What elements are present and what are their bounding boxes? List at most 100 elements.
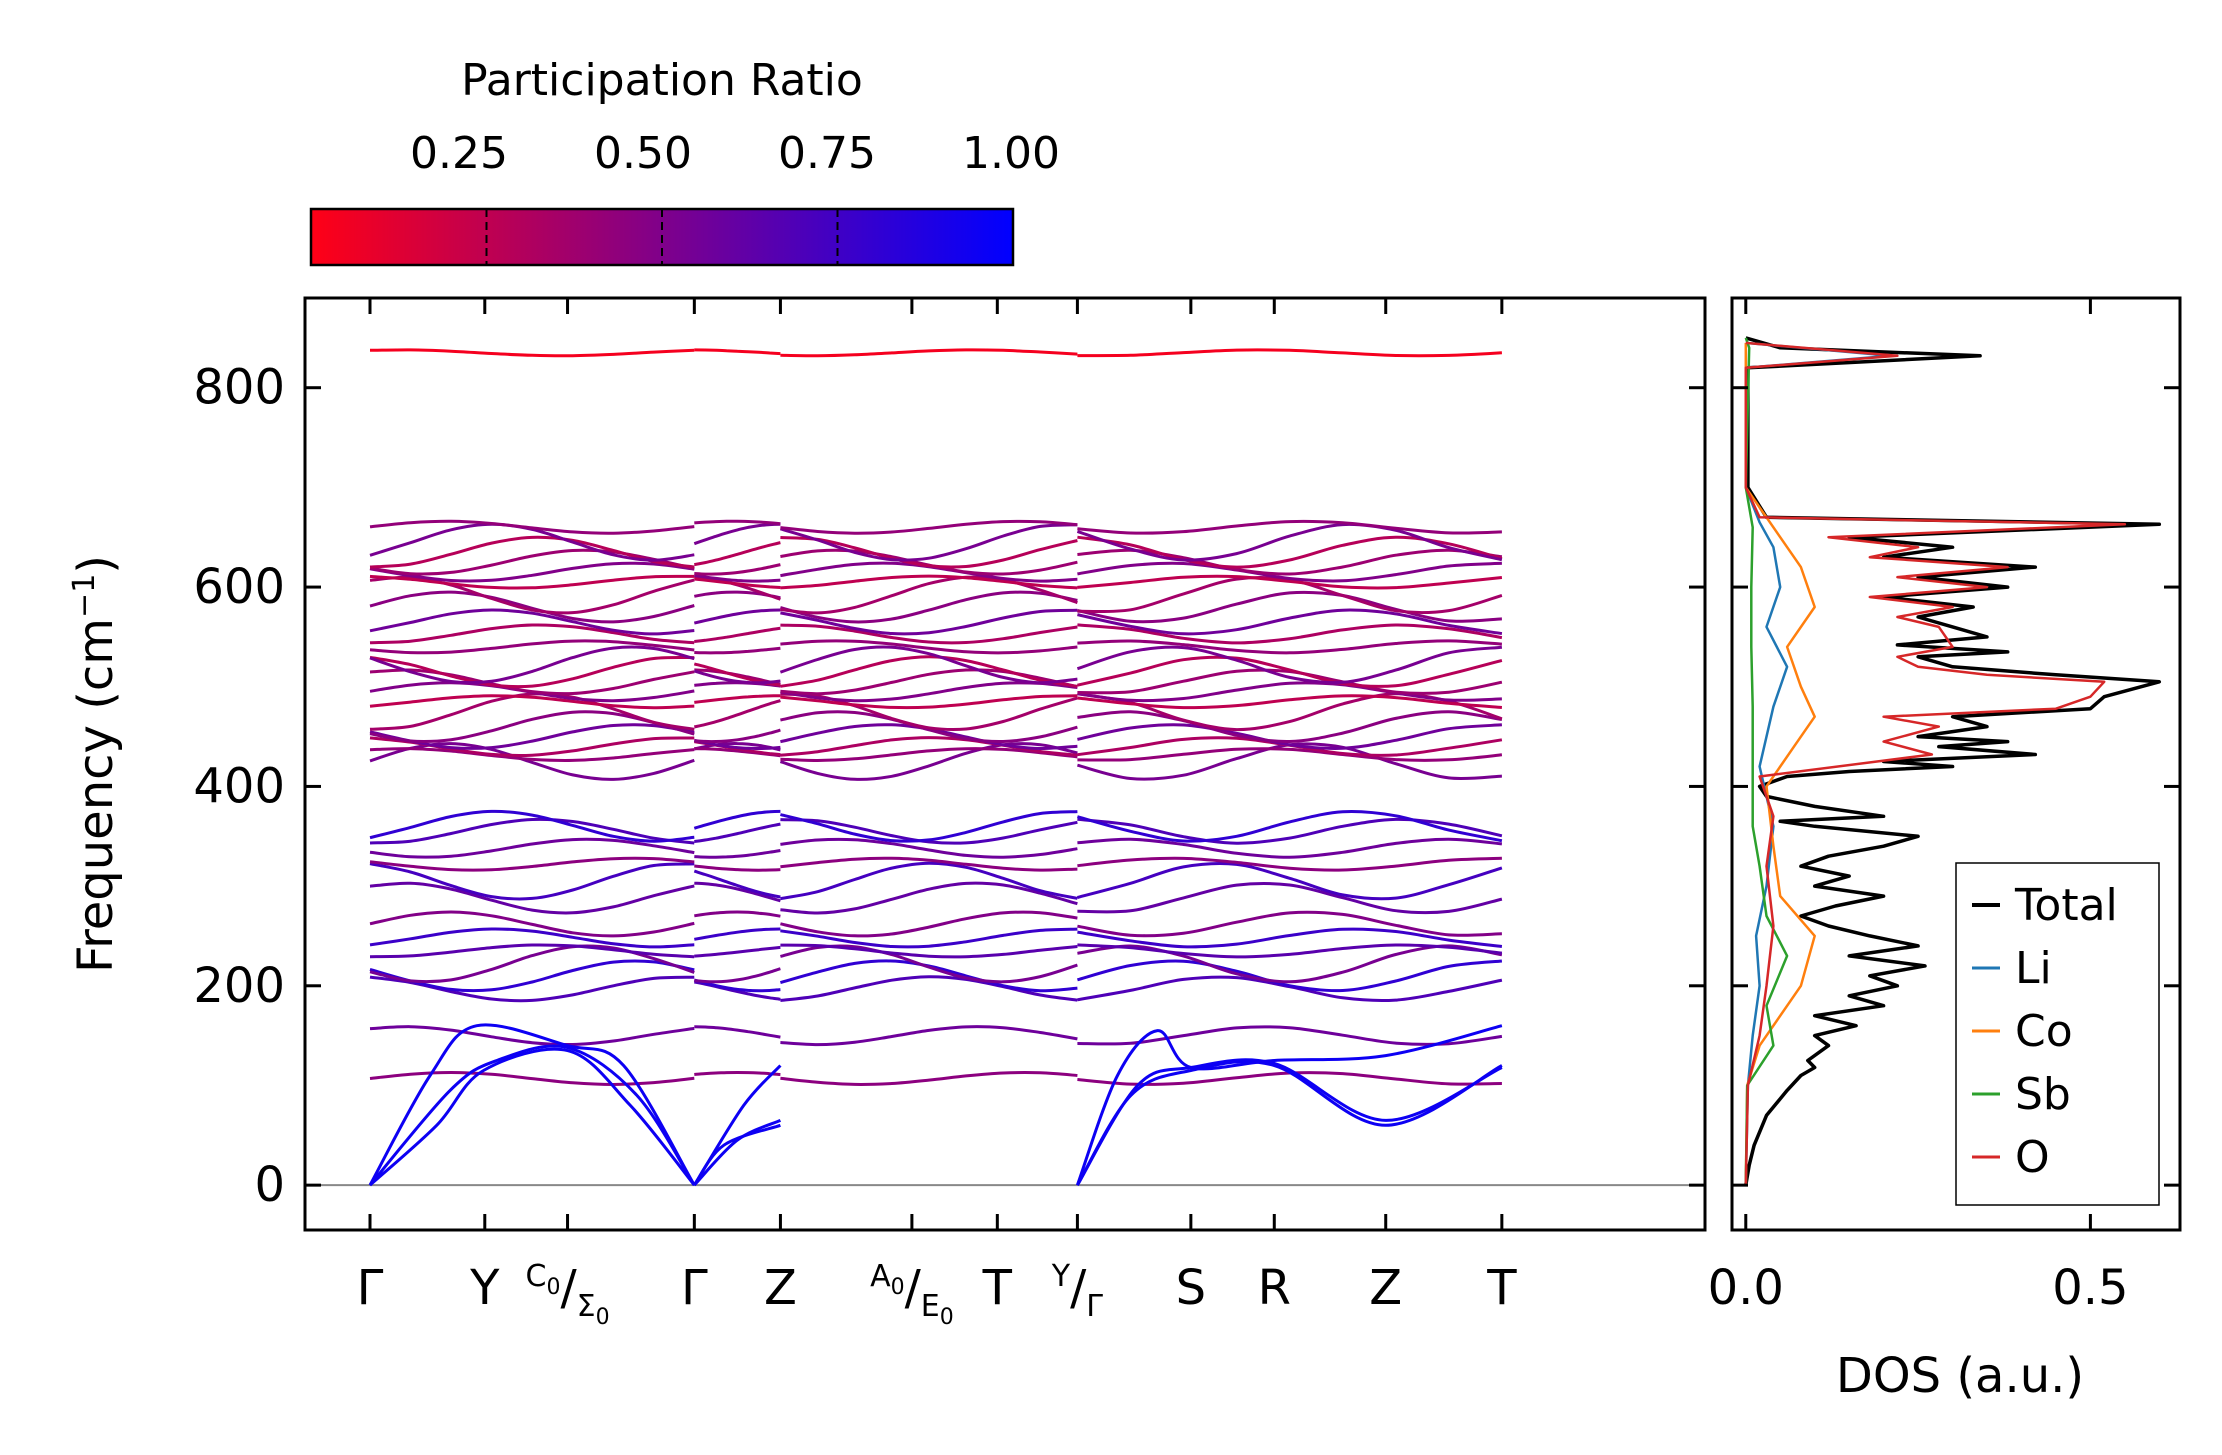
optical-band	[694, 910, 781, 918]
colorbar-tick-label: 0.75	[778, 128, 876, 179]
optical-band	[780, 1071, 1078, 1086]
optical-band	[369, 519, 695, 535]
optical-band	[780, 608, 1078, 636]
k-point-label: Z	[764, 1260, 797, 1316]
optical-band	[1077, 348, 1502, 358]
optical-band	[369, 655, 695, 689]
legend-label-total: Total	[2014, 880, 2118, 931]
colorbar: Participation Ratio 0.25 0.50 0.75 1.00	[309, 55, 1060, 267]
y-tick-label: 800	[193, 360, 285, 416]
optical-band	[780, 837, 1078, 859]
optical-band	[1077, 574, 1503, 590]
colorbar-tick-label: 1.00	[962, 128, 1060, 179]
band-y-axis: 0 200 400 600 800	[193, 360, 1705, 1213]
dos-curve-o	[1744, 341, 2127, 1186]
k-point-label: Y/Γ	[1051, 1259, 1104, 1324]
acoustic-branch	[1076, 1058, 1503, 1186]
optical-band	[780, 943, 1078, 959]
legend-label-co: Co	[2015, 1006, 2073, 1057]
optical-band	[369, 809, 695, 843]
optical-band	[693, 738, 781, 751]
optical-band	[1077, 561, 1502, 583]
optical-band	[694, 864, 781, 872]
optical-band	[369, 927, 695, 949]
optical-band	[369, 881, 695, 915]
optical-band	[780, 810, 1078, 843]
optical-band	[694, 1025, 781, 1039]
optical-band	[694, 849, 781, 859]
acoustic-branch	[368, 1044, 696, 1187]
optical-band	[369, 590, 695, 624]
legend-label-o: O	[2015, 1132, 2050, 1183]
optical-band	[1076, 645, 1503, 685]
optical-band	[1077, 655, 1503, 688]
colorbar-tick-label: 0.50	[594, 128, 692, 179]
optical-band	[369, 959, 695, 993]
optical-band	[369, 1025, 695, 1047]
optical-band	[1077, 639, 1502, 655]
dos-panel: 0.0 0.5 DOS (a.u.) Total Li Co Sb O	[1708, 296, 2182, 1404]
optical-band	[694, 694, 781, 704]
optical-band	[780, 927, 1078, 949]
optical-band	[693, 522, 781, 546]
optical-band	[369, 817, 695, 845]
y-tick-label: 600	[193, 559, 285, 615]
optical-band	[1077, 668, 1503, 695]
optical-band	[693, 809, 781, 830]
k-point-label: C0/Σ0	[525, 1259, 609, 1330]
optical-band	[780, 536, 1078, 569]
optical-band	[780, 818, 1078, 845]
optical-band	[779, 742, 1078, 781]
optical-band	[780, 736, 1078, 757]
optical-band	[693, 978, 781, 993]
optical-band	[780, 575, 1078, 615]
optical-band	[780, 623, 1078, 645]
optical-band	[1077, 519, 1502, 535]
optical-band	[694, 1070, 781, 1076]
optical-band	[1077, 590, 1502, 624]
optical-band	[369, 639, 695, 655]
optical-band	[780, 519, 1078, 535]
k-point-label: A0/E0	[870, 1259, 954, 1330]
acoustic-branch	[693, 1119, 782, 1187]
optical-band	[369, 747, 695, 762]
optical-band	[369, 348, 695, 358]
dos-curve-li	[1744, 341, 1892, 1186]
optical-band	[1077, 881, 1503, 915]
optical-band	[1077, 535, 1503, 569]
dos-x-tick-label: 0.0	[1708, 1260, 1784, 1316]
optical-band	[694, 728, 781, 744]
optical-band	[694, 573, 781, 583]
optical-band	[694, 519, 781, 526]
frequency-axis-label: Frequency (cm−1)	[67, 555, 124, 973]
dos-x-tick-label: 0.5	[2052, 1260, 2128, 1316]
optical-band	[1076, 810, 1503, 843]
optical-band	[369, 910, 695, 938]
k-point-label: S	[1176, 1260, 1206, 1316]
optical-band	[1077, 608, 1503, 636]
optical-band	[1077, 910, 1502, 938]
y-tick-label: 400	[193, 758, 285, 814]
optical-band	[694, 945, 781, 958]
dos-panel-frame	[1730, 296, 2182, 1232]
optical-band	[1077, 943, 1503, 959]
optical-band	[780, 856, 1078, 872]
band-lines	[305, 348, 1705, 1187]
optical-band	[779, 523, 1078, 562]
optical-band	[694, 967, 781, 984]
optical-band	[780, 694, 1078, 710]
k-point-label: Z	[1369, 1260, 1402, 1316]
optical-band	[780, 548, 1078, 576]
optical-band	[780, 975, 1078, 1002]
colorbar-tick-labels: 0.25 0.50 0.75 1.00	[410, 128, 1060, 179]
optical-band	[369, 944, 695, 984]
dos-curve-sb	[1744, 337, 1789, 1186]
dos-y-ticks	[1732, 386, 2180, 1187]
optical-band	[369, 623, 695, 645]
optical-band	[694, 822, 781, 843]
optical-band	[1077, 862, 1503, 901]
dos-curve-total	[1744, 336, 2162, 1186]
acoustic-branch	[369, 1047, 696, 1187]
